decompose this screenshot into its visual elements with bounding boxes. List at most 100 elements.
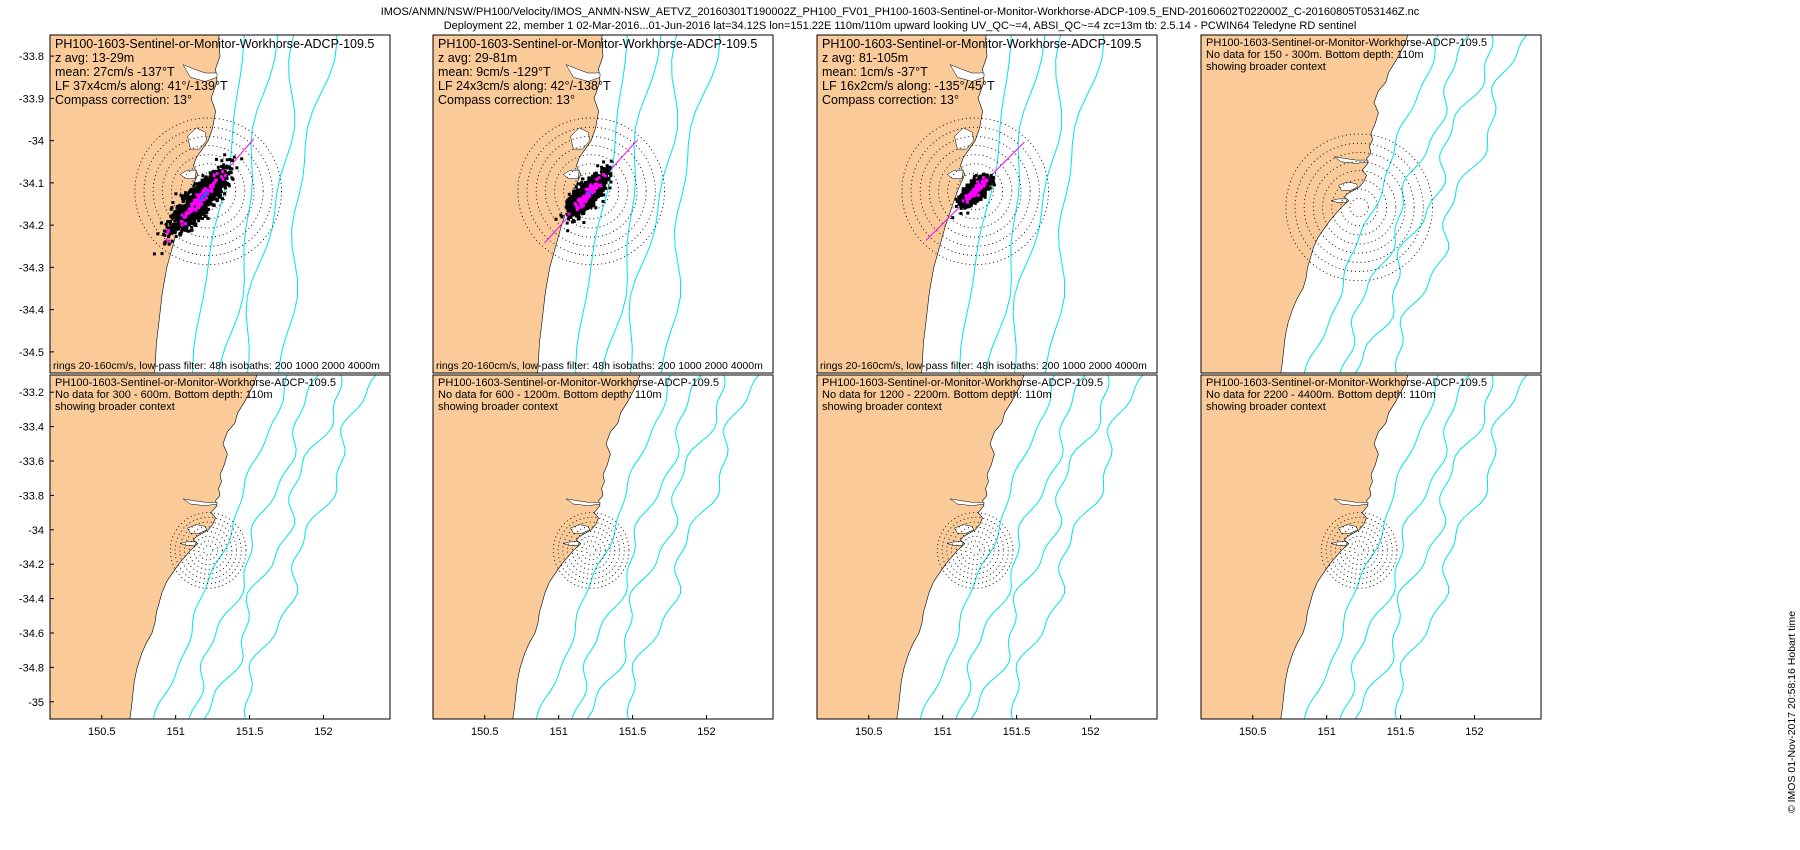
scatter-point (173, 210, 177, 214)
lowpass-point (577, 206, 580, 210)
scatter-point (575, 210, 578, 214)
scatter-point (173, 231, 177, 234)
scatter-point (187, 204, 191, 208)
lowpass-point (213, 180, 216, 184)
lowpass-point (201, 189, 205, 193)
scatter-point (580, 209, 584, 213)
scatter-point (603, 179, 607, 183)
lowpass-point (976, 180, 979, 184)
scatter-point (193, 182, 197, 186)
scatter-point (979, 197, 983, 201)
scatter-point (600, 167, 604, 171)
scatter-point (187, 214, 191, 218)
lowpass-point (199, 201, 203, 205)
ring-120cms (1303, 151, 1415, 263)
scatter-point (192, 214, 196, 218)
scatter-point (230, 159, 234, 162)
scatter-point (594, 175, 598, 179)
scatter-point (213, 176, 217, 179)
scatter-point (169, 214, 173, 218)
isobath-1000m (571, 375, 703, 719)
scatter-point (186, 219, 190, 223)
panel-footer: rings 20-160cm/s, low-pass filter: 48h i… (53, 360, 380, 372)
scatter-point (963, 190, 967, 194)
scatter-point (230, 167, 234, 171)
axes-frame (816, 34, 1158, 374)
lowpass-point (205, 188, 209, 192)
scatter-point (174, 235, 178, 238)
scatter-point (958, 198, 962, 202)
ring-160cms (169, 512, 247, 589)
panel-info-line: LF 16x2cm/s along: -135°/45°T (822, 79, 995, 93)
panel-text: PH100-1603-Sentinel-or-Monitor-Workhorse… (55, 37, 374, 107)
ring-140cms (1294, 142, 1424, 272)
scatter-point (185, 203, 188, 207)
scatter-point (572, 199, 576, 202)
panel-text: PH100-1603-Sentinel-or-Monitor-Workhorse… (438, 377, 719, 413)
timestamp-note-text: © IMOS 01-Nov-2017 20:58:16 Hobart time (1786, 610, 1798, 814)
scatter-point (187, 223, 190, 227)
scatter-point (604, 177, 608, 181)
scatter-point (608, 186, 612, 190)
isobath-1000m (955, 375, 1087, 719)
scatter-point (578, 190, 582, 193)
scatter-point (980, 188, 984, 191)
panel-info-line: showing broader context (822, 401, 942, 413)
panel-info-line: No data for 1200 - 2200m. Bottom depth: … (822, 389, 1052, 401)
estuary (1333, 498, 1369, 506)
scatter-point (191, 188, 195, 191)
scatter-point (571, 203, 575, 207)
scatter-point (609, 180, 613, 184)
scatter-point (586, 206, 590, 210)
scatter-point (587, 200, 591, 204)
panel-bottom-3: PH100-1603-Sentinel-or-Monitor-Workhorse… (816, 374, 1158, 738)
ring-40cms (572, 172, 610, 211)
scatter-point (959, 206, 963, 210)
panel-info-line: Compass correction: 13° (438, 93, 575, 107)
estuary (187, 127, 207, 150)
scatter-point (179, 193, 183, 197)
scatter-point (592, 203, 595, 207)
panel-top-1: PH100-1603-Sentinel-or-Monitor-Workhorse… (19, 34, 391, 374)
scatter-point (956, 199, 960, 203)
lowpass-point (167, 229, 170, 232)
scatter-point (156, 232, 160, 236)
scatter-point (166, 220, 170, 224)
panel-title: PH100-1603-Sentinel-or-Monitor-Workhorse… (55, 37, 374, 51)
estuary (565, 498, 601, 506)
ring-120cms (535, 135, 647, 247)
scatter-point (954, 204, 958, 208)
scatter-point (225, 158, 229, 162)
y-tick-label: -34.6 (19, 628, 44, 640)
scatter-point (587, 176, 591, 180)
scatter-point (232, 155, 236, 159)
land-area (817, 35, 988, 373)
scatter-point (167, 233, 171, 237)
figure-title-line-1: IMOS/ANMN/NSW/PH100/Velocity/IMOS_ANMN-N… (380, 6, 1420, 18)
scatter-point (185, 208, 189, 211)
scatter-point (972, 183, 975, 187)
scatter-point (170, 206, 174, 210)
scatter-point (189, 214, 193, 218)
scatter-point (178, 231, 182, 235)
scatter-point (601, 185, 605, 189)
axes-frame (1200, 374, 1542, 720)
x-tick-label: 150.5 (88, 726, 116, 738)
scatter-point (599, 188, 603, 192)
isobath-200m (1303, 35, 1439, 373)
panel-info-line: No data for 150 - 300m. Bottom depth: 11… (1206, 49, 1423, 61)
scatter-point (169, 207, 173, 211)
scatter-point (159, 221, 163, 225)
scatter-point (240, 157, 244, 161)
panel-info-line: showing broader context (1206, 401, 1326, 413)
isobath-4000m (243, 375, 377, 719)
lowpass-point (976, 188, 979, 192)
isobath-1000m (1339, 375, 1471, 719)
lowpass-point (595, 177, 599, 181)
y-tick-label: -34 (28, 136, 44, 148)
scatter-point (577, 212, 581, 216)
isobath-1000m (188, 375, 320, 719)
scatter-point (189, 189, 193, 193)
ring-100cms (1312, 161, 1406, 254)
scatter-point (163, 240, 167, 244)
